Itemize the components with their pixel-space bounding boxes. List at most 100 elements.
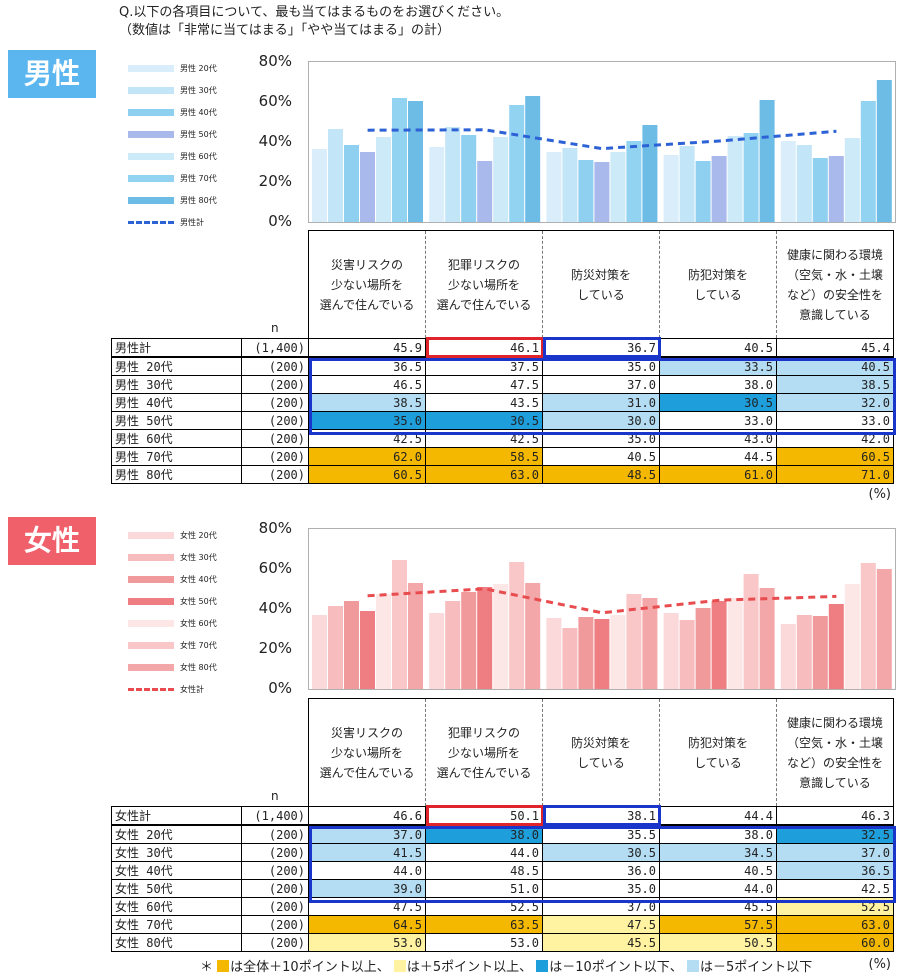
note-over10: は全体＋10ポイント以上、 [230, 960, 390, 975]
legend-item: 男性 70代 [128, 168, 238, 190]
bar-m-s4-c3 [727, 136, 743, 222]
column-header: 犯罪リスクの 少ない場所を 選んで住んでいる [425, 230, 543, 339]
bar-m-s1-c2 [562, 148, 578, 222]
legend-swatch [128, 620, 174, 627]
column-header-line: 選んで住んでいる [436, 297, 532, 312]
question-line-2: （数値は「非常に当てはまる」「やや当てはまる」の計） [119, 23, 450, 38]
note-under5: は－5ポイント以下 [699, 960, 813, 975]
legend-note: ＊ は全体＋10ポイント以上、 は＋5ポイント以上、 は－10ポイント以下、 は… [200, 956, 812, 975]
value-cell: 61.0 [659, 465, 777, 484]
bar-f-s2-c4 [812, 616, 828, 689]
column-header-line: 防災対策を [570, 267, 631, 282]
row-n: (200) [241, 861, 309, 880]
table-row: 女性 60代 (200) 47.5 52.5 37.0 45.5 52.5 [111, 897, 894, 916]
bar-m-s4-c1 [493, 137, 509, 222]
bar-f-s0-c4 [780, 624, 796, 689]
value-cell: 43.0 [659, 429, 777, 448]
column-header-line: 少ない場所を [330, 745, 403, 760]
row-n: (200) [241, 429, 309, 448]
value-cell: 58.5 [425, 447, 543, 466]
bar-f-s1-c4 [796, 615, 812, 689]
male-chart-legend: 男性 20代 男性 30代 男性 40代 男性 50代 男性 60代 男性 70代 男性 8… [128, 58, 238, 234]
legend-label: 男性 20代 [180, 64, 217, 73]
table-row: 女性 30代 (200) 41.5 44.0 30.5 34.5 37.0 [111, 843, 894, 862]
legend-item: 女性 40代 [128, 569, 238, 591]
value-cell: 42.5 [308, 429, 426, 448]
legend-item-total: 女性計 [128, 679, 238, 701]
value-cell: 47.5 [308, 897, 426, 916]
bar-m-s5-c3 [743, 133, 759, 222]
value-cell: 37.0 [308, 824, 426, 844]
column-header-line: 健康に関わる環境 [786, 247, 883, 262]
bar-m-s0-c4 [780, 141, 796, 222]
table-row: 男性 60代 (200) 42.5 42.5 35.0 43.0 42.0 [111, 429, 894, 448]
column-header-line: など）の安全性を [786, 287, 883, 302]
value-cell: 33.5 [659, 356, 777, 376]
value-cell: 36.0 [542, 861, 660, 880]
female-chart-legend: 女性 20代 女性 30代 女性 40代 女性 50代 女性 60代 女性 70代 女性 8… [128, 525, 238, 701]
over10-swatch [217, 960, 230, 972]
bar-f-s1-c0 [328, 606, 343, 689]
value-cell: 36.7 [542, 338, 660, 358]
legend-item: 女性 30代 [128, 547, 238, 569]
row-label: 女性 20代 [111, 824, 242, 844]
y-tick-label: 0% [268, 212, 292, 230]
legend-label: 女性 60代 [180, 619, 217, 628]
bar-f-s2-c0 [344, 601, 359, 689]
row-label: 女性 60代 [111, 897, 242, 916]
bar-m-s2-c4 [812, 158, 828, 222]
column-header-line: 少ない場所を [447, 277, 520, 292]
under10-swatch [536, 960, 549, 972]
row-label: 男性 40代 [111, 393, 242, 412]
question-line-1: Q.以下の各項目について、最も当てはまるものをお選びください。 [119, 5, 510, 20]
value-cell: 63.0 [425, 465, 543, 484]
value-cell: 48.5 [425, 861, 543, 880]
legend-swatch [128, 642, 174, 649]
row-label: 男性計 [111, 338, 242, 358]
legend-item: 男性 60代 [128, 146, 238, 168]
y-tick-label: 60% [258, 92, 292, 110]
bar-m-s1-c1 [445, 127, 461, 222]
row-n: (200) [241, 843, 309, 862]
y-tick-label: 20% [258, 172, 292, 190]
value-cell: 47.5 [425, 375, 543, 394]
value-cell: 33.0 [776, 411, 894, 430]
row-label: 女性 50代 [111, 879, 242, 898]
column-header-line: 少ない場所を [330, 277, 403, 292]
column-header-line: 防犯対策を [687, 735, 748, 750]
value-cell: 44.0 [659, 879, 777, 898]
row-n: (200) [241, 393, 309, 412]
question-text: Q.以下の各項目について、最も当てはまるものをお選びください。 （数値は「非常に当… [119, 4, 509, 40]
value-cell: 48.5 [542, 465, 660, 484]
table-row-total: 男性計 (1,400) 45.9 46.1 36.7 40.5 45.4 [111, 338, 894, 358]
bar-m-s3-c3 [711, 156, 727, 222]
bar-f-s4-c2 [610, 615, 626, 689]
bar-f-s4-c1 [493, 584, 509, 689]
bar-f-s5-c3 [743, 574, 759, 689]
value-cell: 30.5 [542, 843, 660, 862]
bar-f-s1-c2 [562, 628, 578, 689]
row-n: (200) [241, 375, 309, 394]
column-header-line: 少ない場所を [447, 745, 520, 760]
bar-m-s5-c0 [392, 98, 407, 222]
male-chart-svg [312, 80, 892, 222]
table-row: 男性 80代 (200) 60.5 63.0 48.5 61.0 71.0 [111, 465, 894, 484]
bar-m-s4-c0 [376, 137, 391, 222]
value-cell: 60.5 [776, 447, 894, 466]
value-cell: 35.0 [542, 356, 660, 376]
male-bar-chart [308, 61, 896, 223]
value-cell: 44.0 [425, 843, 543, 862]
column-header-line: （空気・水・土壌 [786, 267, 883, 282]
blank-header [112, 231, 242, 339]
legend-item: 男性 30代 [128, 80, 238, 102]
legend-swatch [128, 554, 174, 561]
male-data-table: n 災害リスクの 少ない場所を 選んで住んでいる 犯罪リスクの 少ない場所を 選んで住んでい… [111, 230, 894, 484]
value-cell: 53.0 [425, 933, 543, 952]
note-under10: は－10ポイント以下、 [549, 960, 683, 975]
bar-f-s4-c0 [376, 594, 391, 689]
legend-label: 女性 70代 [180, 641, 217, 650]
bar-m-s4-c2 [610, 152, 626, 222]
bar-m-s2-c1 [461, 135, 477, 222]
column-header-line: 災害リスクの [330, 725, 403, 740]
over5-swatch [393, 960, 406, 972]
